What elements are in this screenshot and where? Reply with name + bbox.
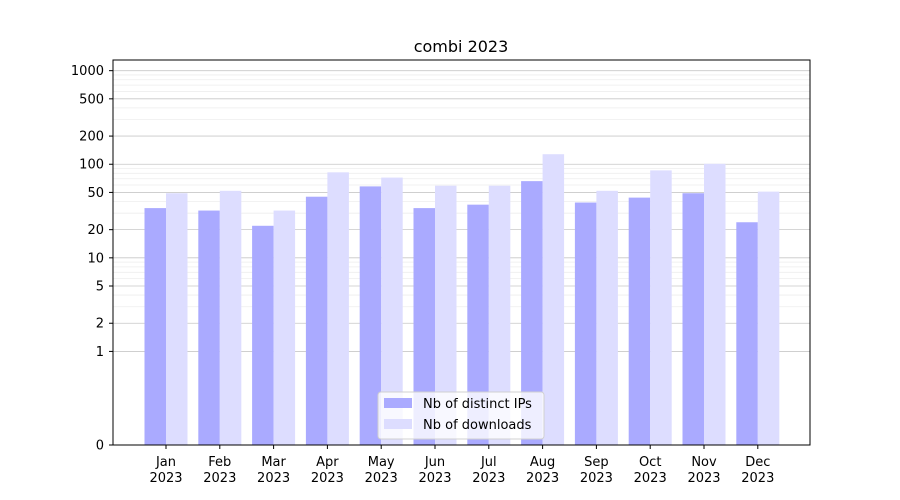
y-tick-label: 1000 [71,64,104,79]
y-axis: 0 1 2 5 10 20 50 100 200 500 1000 [71,64,113,454]
bar-ips [305,196,328,445]
y-tick-label: 100 [79,158,104,173]
y-tick-label: 200 [79,130,104,145]
bar-ips [574,202,597,445]
x-tick-label-year: 2023 [311,471,344,486]
bar-ips [682,193,704,445]
bar-ips [467,204,489,445]
legend-label: Nb of downloads [423,418,532,433]
bar-downloads [273,210,296,445]
x-tick-label-month: Jul [480,455,497,470]
bar-ips [198,210,220,445]
x-tick-label-year: 2023 [741,471,774,486]
bar-downloads [757,191,780,445]
bar-ips [736,222,758,445]
x-tick-label-year: 2023 [526,471,559,486]
bar-ips [144,208,166,445]
bar-downloads [488,185,511,446]
y-tick-label: 10 [87,251,104,266]
x-tick-label-month: Jan [155,455,176,470]
x-tick-label-month: Feb [208,455,231,470]
x-tick-label-month: Oct [639,455,661,470]
bar-ips [628,197,651,445]
bar-downloads [596,190,618,445]
x-tick-label-year: 2023 [687,471,720,486]
chart-title: combi 2023 [414,37,509,56]
x-axis: Jan2023Feb2023Mar2023Apr2023May2023Jun20… [149,445,774,486]
legend: Nb of distinct IPs Nb of downloads [377,391,545,440]
bars [144,154,780,446]
y-tick-label: 20 [87,223,104,238]
bar-downloads [542,154,565,446]
x-tick-label-month: Apr [316,455,339,470]
x-tick-label-year: 2023 [149,471,182,486]
x-tick-label-year: 2023 [203,471,236,486]
bar-downloads [327,172,349,446]
bar-ips [413,208,435,445]
bar-downloads [166,193,188,445]
bar-ips [359,186,382,445]
legend-label: Nb of distinct IPs [423,397,532,412]
bar-downloads [650,170,672,445]
x-tick-label-month: May [368,455,395,470]
bar-ips [252,225,274,445]
legend-box [377,391,545,440]
y-tick-label: 50 [87,186,104,201]
y-tick-label: 0 [96,439,104,454]
x-tick-label-year: 2023 [365,471,398,486]
bar-downloads [219,190,242,445]
bar-downloads [435,185,457,446]
x-tick-label-month: Jun [424,455,445,470]
x-tick-label-month: Nov [691,455,717,470]
bar-ips [521,181,543,445]
y-tick-label: 5 [96,280,104,295]
x-tick-label-year: 2023 [580,471,613,486]
legend-swatch [384,419,412,429]
bar-downloads [381,177,403,446]
y-tick-label: 500 [79,92,104,107]
x-tick-label-year: 2023 [472,471,505,486]
x-tick-label-month: Dec [745,455,770,470]
y-tick-label: 2 [96,317,104,332]
x-tick-label-year: 2023 [257,471,290,486]
legend-swatch [384,398,412,408]
x-tick-label-year: 2023 [634,471,667,486]
x-tick-label-month: Sep [584,455,609,470]
bar-downloads [704,163,726,445]
x-tick-label-month: Mar [261,455,286,470]
plot-frame [112,59,811,446]
y-tick-label: 1 [96,345,104,360]
x-tick-label-year: 2023 [418,471,451,486]
x-tick-label-month: Aug [530,455,555,470]
